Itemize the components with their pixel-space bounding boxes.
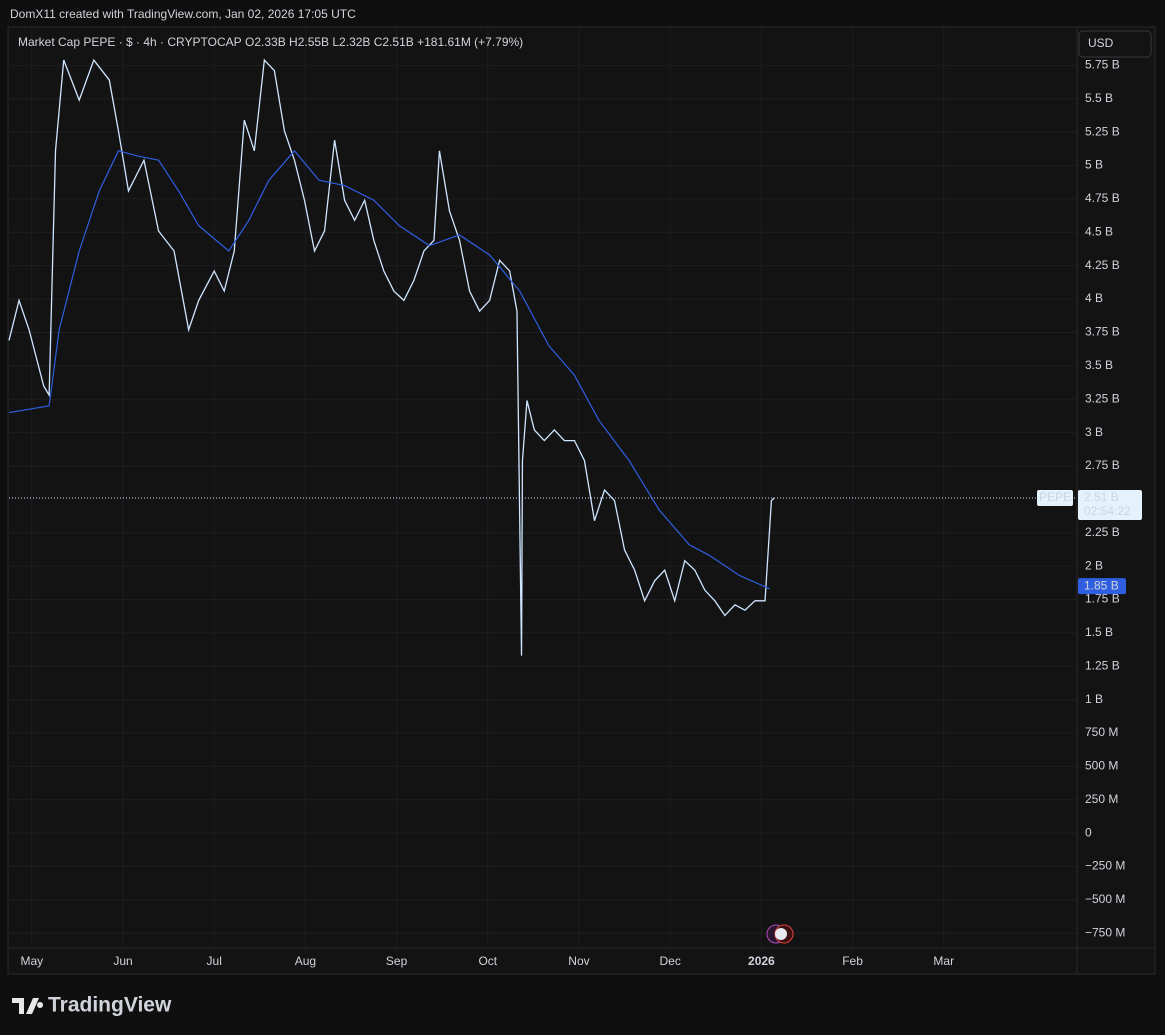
- y-tick-label: 3.75 B: [1085, 325, 1120, 339]
- currency-label[interactable]: USD: [1088, 36, 1114, 50]
- legend-ohlc: O2.33B H2.55B L2.32B C2.51B +181.61M (+7…: [245, 35, 523, 49]
- ma-price-label: 1.85 B: [1084, 578, 1119, 592]
- legend-symbol: Market Cap PEPE · $ · 4h · CRYPTOCAP: [18, 35, 242, 49]
- y-tick-label: 5.5 B: [1085, 91, 1113, 105]
- x-tick-label: Jun: [113, 954, 132, 968]
- y-tick-label: 5.75 B: [1085, 58, 1120, 72]
- x-tick-label: Sep: [386, 954, 408, 968]
- chart-frame: [7, 26, 1156, 975]
- y-tick-label: 2 B: [1085, 558, 1103, 572]
- y-tick-label: 750 M: [1085, 725, 1118, 739]
- y-tick-label: 1.75 B: [1085, 592, 1120, 606]
- flag-icon: [775, 928, 787, 940]
- logo: TradingView: [12, 994, 172, 1017]
- symbol-tag: [1037, 490, 1073, 507]
- symbol-tag-label: PEPE: [1039, 490, 1071, 504]
- x-tick-label: Feb: [842, 954, 863, 968]
- last-price-label: 2.51 B: [1084, 490, 1119, 504]
- y-tick-label: −250 M: [1085, 859, 1125, 873]
- x-tick-label: Mar: [933, 954, 954, 968]
- last-price-tag: [1078, 490, 1142, 521]
- countdown-label: 02:54:22: [1084, 504, 1131, 518]
- y-tick-label: −750 M: [1085, 925, 1125, 939]
- y-tick-label: 250 M: [1085, 792, 1118, 806]
- ma-price-tag: [1078, 578, 1126, 595]
- x-tick-label: Nov: [568, 954, 589, 968]
- y-tick-label: 2.75 B: [1085, 458, 1120, 472]
- y-tick-label: 3.25 B: [1085, 391, 1120, 405]
- y-tick-label: 1 B: [1085, 692, 1103, 706]
- credit: DomX11 created with TradingView.com, Jan…: [10, 7, 356, 21]
- currency-button[interactable]: [1078, 30, 1152, 58]
- logo-mark: [12, 998, 44, 1014]
- y-tick-label: 5 B: [1085, 158, 1103, 172]
- x-tick-label: Dec: [660, 954, 681, 968]
- y-tick-label: 3.5 B: [1085, 358, 1113, 372]
- x-tick-label: 2026: [748, 954, 775, 968]
- y-tick-label: 4 B: [1085, 291, 1103, 305]
- y-tick-label: 4.25 B: [1085, 258, 1120, 272]
- x-tick-label: May: [20, 954, 43, 968]
- y-tick-label: 3 B: [1085, 425, 1103, 439]
- event-icon: [766, 924, 794, 944]
- y-tick-label: 500 M: [1085, 759, 1118, 773]
- x-tick-label: Aug: [295, 954, 316, 968]
- y-tick-label: 4.5 B: [1085, 224, 1113, 238]
- plot: 5.75 B 5.5 B 5.25 B 5 B 4.75 B 4.5 B 4.25 B 4 B…: [8, 27, 1155, 974]
- y-tick-label: 2.25 B: [1085, 525, 1120, 539]
- y-tick-label: −500 M: [1085, 892, 1125, 906]
- y-tick-label: 1.25 B: [1085, 658, 1120, 672]
- y-tick-label: 5.25 B: [1085, 124, 1120, 138]
- y-tick-label: 0: [1085, 825, 1092, 839]
- y-tick-label: 1.5 B: [1085, 625, 1113, 639]
- logo-text: TradingView: [48, 994, 172, 1017]
- y-tick-label: 4.75 B: [1085, 191, 1120, 205]
- x-tick-label: Jul: [207, 954, 222, 968]
- moving-average-line: [8, 149, 770, 590]
- x-tick-label: Oct: [478, 954, 497, 968]
